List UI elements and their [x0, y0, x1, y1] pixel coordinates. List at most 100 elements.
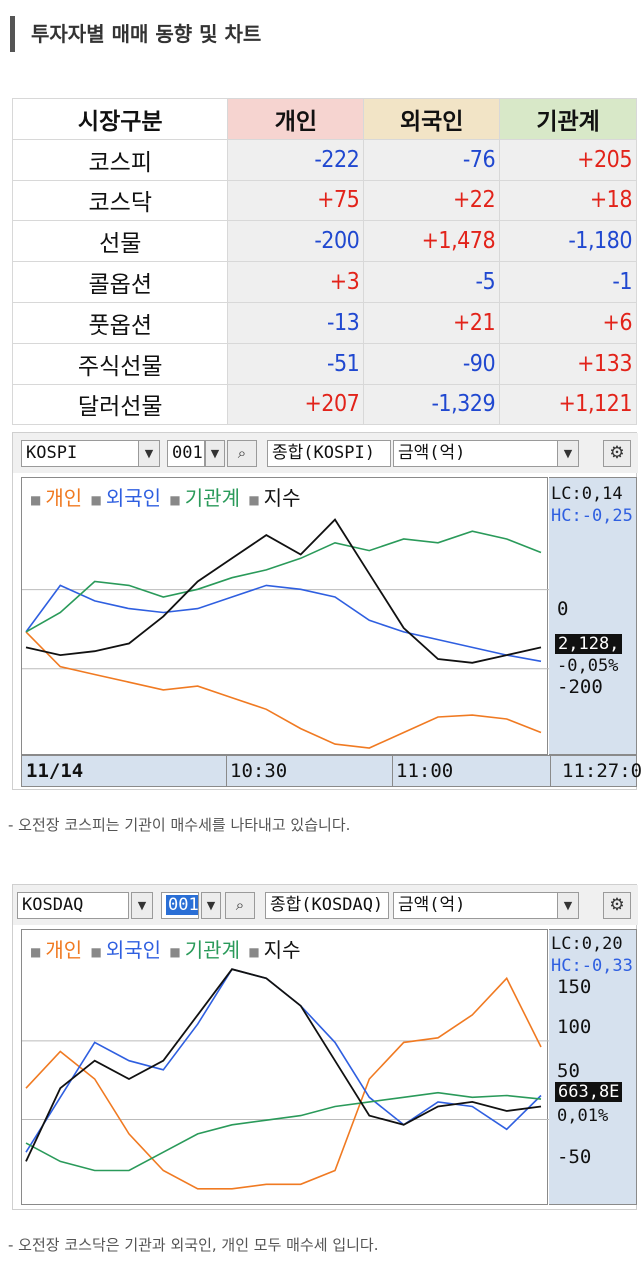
y-tick: -50 — [557, 1146, 592, 1168]
lc-label: LC:0,20 — [551, 934, 623, 954]
table-cell: +1,478 — [363, 220, 501, 263]
series-line-individual — [25, 631, 542, 749]
table-row: 선물 -200 +1,478 -1,180 — [11, 220, 637, 263]
table-cell: -1,329 — [363, 383, 501, 426]
investor-table: 시장구분 개인 외국인 기관계 코스피 -222 -76 +205 코스닥 +75 +22 +… — [11, 98, 637, 426]
table-header-row: 시장구분 개인 외국인 기관계 — [11, 98, 637, 140]
market-name: 코스피 — [11, 138, 229, 181]
table-cell: +22 — [363, 179, 501, 222]
legend-individual: 개인 — [45, 938, 83, 962]
series-line-index — [25, 518, 542, 664]
market-name: 선물 — [11, 220, 229, 263]
chevron-down-icon[interactable]: ▼ — [557, 892, 579, 919]
market-name: 콜옵션 — [11, 261, 229, 303]
index-combo[interactable]: 종합(KOSPI) — [267, 440, 391, 467]
series-line-foreign — [25, 968, 542, 1153]
current-price-box: 663,8E — [555, 1082, 623, 1102]
kosdaq-plot: ■ 개인 ■ 외국인 ■ 기관계 ■ 지수 — [21, 929, 549, 1205]
legend-foreign: 외국인 — [105, 486, 162, 510]
market-select[interactable]: KOSPI — [21, 440, 139, 467]
table-row: 달러선물 +207 -1,329 +1,121 — [11, 383, 637, 426]
market-name: 달러선물 — [11, 383, 229, 426]
legend-index: 지수 — [263, 938, 301, 962]
table-cell: +6 — [499, 301, 637, 344]
header-institution: 기관계 — [499, 98, 637, 140]
chevron-down-icon[interactable]: ▼ — [201, 892, 221, 919]
search-icon[interactable]: ⌕ — [227, 440, 257, 467]
search-icon[interactable]: ⌕ — [225, 892, 255, 919]
y-tick: 150 — [557, 976, 592, 998]
kosdaq-lines — [22, 968, 549, 1190]
series-line-institution — [25, 530, 542, 633]
market-name: 풋옵션 — [11, 301, 229, 344]
current-price-box: 2,128, — [555, 634, 623, 654]
index-combo[interactable]: 종합(KOSDAQ) — [265, 892, 389, 919]
table-cell: +21 — [363, 301, 501, 344]
legend-individual: 개인 — [45, 486, 83, 510]
gear-icon[interactable]: ⚙ — [603, 440, 631, 467]
chevron-down-icon[interactable]: ▼ — [138, 440, 160, 467]
header-individual: 개인 — [227, 98, 365, 140]
y-tick: -200 — [557, 676, 603, 698]
table-cell: +133 — [499, 342, 637, 385]
table-row: 코스닥 +75 +22 +18 — [11, 179, 637, 222]
market-name: 주식선물 — [11, 342, 229, 385]
unit-select[interactable]: 금액(억) — [393, 440, 558, 467]
kosdaq-caption: - 오전장 코스닥은 기관과 외국인, 개인 모두 매수세 입니다. — [8, 1236, 379, 1254]
table-cell: +207 — [227, 383, 365, 426]
chevron-down-icon[interactable]: ▼ — [557, 440, 579, 467]
table-cell: -76 — [363, 138, 501, 181]
table-row: 코스피 -222 -76 +205 — [11, 138, 637, 181]
y-tick: 100 — [557, 1016, 592, 1038]
table-cell: -200 — [227, 220, 365, 263]
kospi-chart-widget: KOSPI ▼ 001 ▼ ⌕ 종합(KOSPI) 금액(억) ▼ ⚙ ■ 개인 … — [12, 432, 641, 790]
table-row: 풋옵션 -13 +21 +6 — [11, 301, 637, 344]
table-row: 주식선물 -51 -90 +133 — [11, 342, 637, 385]
series-line-institution — [25, 1091, 542, 1172]
kosdaq-legend: ■ 개인 ■ 외국인 ■ 기관계 ■ 지수 — [30, 938, 301, 962]
market-select[interactable]: KOSDAQ — [17, 892, 129, 919]
table-cell: -5 — [363, 261, 501, 303]
kospi-lines — [22, 518, 549, 749]
table-cell: +75 — [227, 179, 365, 222]
change-label: 0,01% — [557, 1106, 609, 1126]
table-cell: -13 — [227, 301, 365, 344]
table-row: 콜옵션 +3 -5 -1 — [11, 261, 637, 303]
chevron-down-icon[interactable]: ▼ — [131, 892, 153, 919]
code-input[interactable]: 001 — [161, 892, 199, 919]
table-cell: +3 — [227, 261, 365, 303]
kospi-plot: ■ 개인 ■ 외국인 ■ 기관계 ■ 지수 — [21, 477, 549, 755]
kosdaq-chart-widget: KOSDAQ ▼ 001 ▼ ⌕ 종합(KOSDAQ) 금액(억) ▼ ⚙ ■ 개… — [12, 884, 638, 1210]
legend-foreign: 외국인 — [105, 938, 162, 962]
header-foreign: 외국인 — [363, 98, 501, 140]
code-value: 001 — [166, 895, 199, 915]
kospi-legend: ■ 개인 ■ 외국인 ■ 기관계 ■ 지수 — [30, 486, 301, 510]
kosdaq-y-axis: LC:0,20 HC:-0,33 150 100 50 663,8E 0,01%… — [549, 929, 637, 1205]
header-market: 시장구분 — [11, 98, 229, 140]
x-tick: 10:30 — [230, 760, 288, 782]
kospi-x-axis: 11/14 10:30 11:00 11:27:0 — [21, 755, 641, 787]
table-cell: -222 — [227, 138, 365, 181]
market-name: 코스닥 — [11, 179, 229, 222]
code-input[interactable]: 001 — [167, 440, 205, 467]
legend-institution: 기관계 — [184, 938, 240, 962]
series-line-foreign — [25, 584, 542, 663]
unit-select[interactable]: 금액(억) — [393, 892, 558, 919]
table-cell: -90 — [363, 342, 501, 385]
hc-label: HC:-0,25 — [551, 506, 633, 526]
table-cell: +1,121 — [499, 383, 637, 426]
x-tick: 11:27:0 — [562, 760, 641, 782]
table-cell: +205 — [499, 138, 637, 181]
table-cell: -1 — [499, 261, 637, 303]
kospi-caption: - 오전장 코스피는 기관이 매수세를 나타내고 있습니다. — [8, 816, 351, 834]
hc-label: HC:-0,33 — [551, 956, 633, 976]
series-line-index — [25, 968, 542, 1162]
table-cell: -1,180 — [499, 220, 637, 263]
change-label: -0,05% — [557, 656, 619, 676]
section-title: 투자자별 매매 동향 및 차트 — [10, 16, 410, 52]
kosdaq-toolbar: KOSDAQ ▼ 001 ▼ ⌕ 종합(KOSDAQ) 금액(억) ▼ ⚙ — [13, 885, 638, 925]
legend-index: 지수 — [263, 486, 301, 510]
gear-icon[interactable]: ⚙ — [603, 892, 631, 919]
series-line-individual — [25, 976, 542, 1190]
chevron-down-icon[interactable]: ▼ — [205, 440, 225, 467]
